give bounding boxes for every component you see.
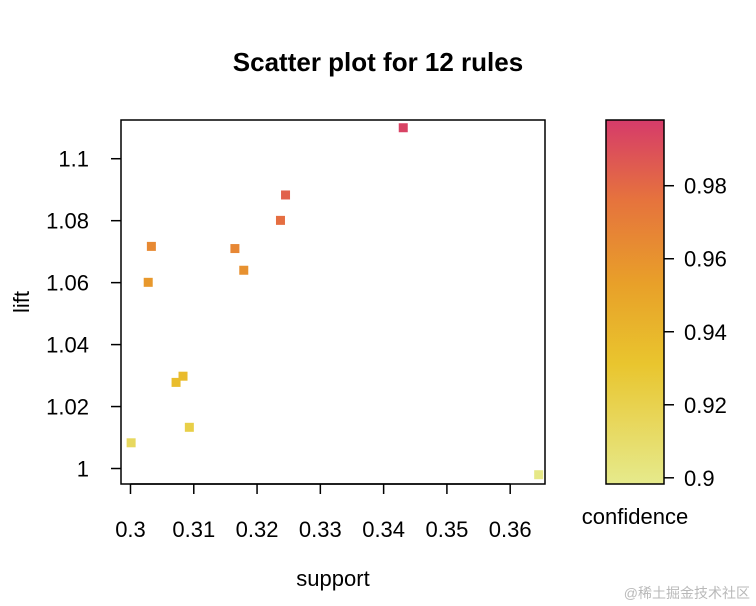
data-point bbox=[230, 244, 240, 254]
x-tick-label: 0.34 bbox=[362, 517, 405, 542]
data-point bbox=[239, 265, 249, 275]
x-axis: 0.3 0.31 0.32 0.33 0.34 0.35 0.36 bbox=[115, 483, 532, 542]
data-point bbox=[171, 377, 181, 387]
plot-area bbox=[120, 119, 546, 485]
data-points bbox=[126, 123, 544, 480]
x-tick-label: 0.35 bbox=[425, 517, 468, 542]
data-point bbox=[143, 277, 153, 287]
y-tick-label: 1.06 bbox=[46, 271, 89, 296]
colorbar-tick-label: 0.9 bbox=[684, 466, 715, 491]
y-tick-label: 1.08 bbox=[46, 209, 89, 234]
y-tick-label: 1.02 bbox=[46, 395, 89, 420]
colorbar-label: confidence bbox=[582, 504, 688, 529]
x-tick-label: 0.31 bbox=[172, 517, 215, 542]
x-tick-label: 0.33 bbox=[299, 517, 342, 542]
y-axis-label: lift bbox=[9, 291, 34, 313]
x-axis-label: support bbox=[296, 566, 369, 591]
y-tick-label: 1.04 bbox=[46, 333, 89, 358]
y-tick-label: 1 bbox=[77, 457, 89, 482]
data-point bbox=[178, 371, 188, 381]
colorbar-tick-label: 0.96 bbox=[684, 247, 727, 272]
colorbar-axis: 0.9 0.92 0.94 0.96 0.98 bbox=[664, 174, 727, 491]
colorbar-tick-label: 0.94 bbox=[684, 320, 727, 345]
x-tick-label: 0.32 bbox=[236, 517, 279, 542]
x-tick-label: 0.36 bbox=[489, 517, 532, 542]
y-axis: 1 1.02 1.04 1.06 1.08 1.1 bbox=[46, 147, 121, 482]
y-tick-label: 1.1 bbox=[58, 147, 89, 172]
chart-title: Scatter plot for 12 rules bbox=[233, 47, 523, 77]
colorbar-tick-label: 0.98 bbox=[684, 174, 727, 199]
x-tick-label: 0.3 bbox=[115, 517, 146, 542]
data-point bbox=[534, 470, 544, 480]
data-point bbox=[146, 241, 156, 251]
data-point bbox=[184, 422, 194, 432]
watermark: @稀土掘金技术社区 bbox=[624, 585, 750, 601]
data-point bbox=[275, 215, 285, 225]
data-point bbox=[126, 438, 136, 448]
colorbar bbox=[605, 119, 665, 485]
data-point bbox=[398, 123, 408, 133]
data-point bbox=[281, 190, 291, 200]
colorbar-tick-label: 0.92 bbox=[684, 393, 727, 418]
